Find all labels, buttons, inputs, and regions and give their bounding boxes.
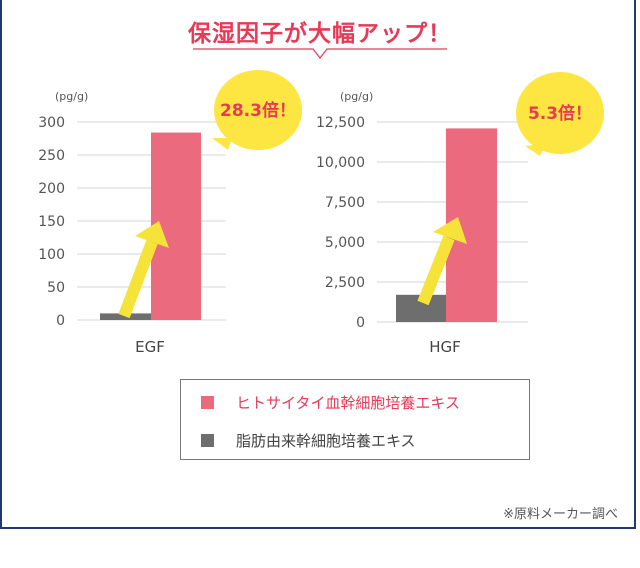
hgf-chart: (pg/g) 0 2,500 5,000 7,500 10,000 12,500 5.3倍… [316,72,604,356]
egf-category-label: EGF [135,338,165,356]
egf-unit-label: (pg/g) [55,90,88,103]
egf-y-tick-label: 200 [38,181,65,197]
egf-y-tick-label: 150 [38,214,65,230]
egf-callout-bubble: 28.3倍！ [212,70,302,150]
hgf-unit-label: (pg/g) [340,90,373,103]
chart-legend: ヒトサイタイ血幹細胞培養エキス 脂肪由来幹細胞培養エキス [180,379,530,460]
hgf-y-tick-label: 0 [356,315,365,331]
title-text: 保湿因子が大幅アップ！ [188,21,452,47]
egf-y-tick-label: 300 [38,115,65,131]
egf-y-tick-label: 0 [56,313,65,329]
legend-label-umbilical: ヒトサイタイ血幹細胞培養エキス [236,393,460,412]
hgf-y-tick-label: 2,500 [325,275,365,291]
egf-chart: (pg/g) 0 50 100 150 200 250 300 28.3倍！ EGF [38,70,302,356]
egf-y-tick-label: 100 [38,247,65,263]
hgf-y-tick-label: 7,500 [325,195,365,211]
egf-callout-text: 28.3倍！ [220,100,296,121]
hgf-y-tick-label: 10,000 [316,155,365,171]
hgf-callout-bubble: 5.3倍！ [516,72,604,156]
legend-item-umbilical: ヒトサイタイ血幹細胞培養エキス [201,392,460,412]
page-title: 保湿因子が大幅アップ！ [0,14,640,48]
hgf-y-tick-label: 12,500 [316,115,365,131]
hgf-y-axis: 0 2,500 5,000 7,500 10,000 12,500 [316,115,365,331]
egf-y-axis: 0 50 100 150 200 250 300 [38,115,65,329]
egf-y-tick-label: 50 [47,280,65,296]
title-underline [193,48,447,59]
legend-swatch-adipose [201,433,214,447]
hgf-arrow [417,217,467,306]
source-note: ※原料メーカー調べ [503,507,618,522]
egf-y-tick-label: 250 [38,148,65,164]
egf-arrow [118,221,169,319]
hgf-y-tick-label: 5,000 [325,235,365,251]
hgf-callout-text: 5.3倍！ [528,103,592,124]
hgf-category-label: HGF [429,338,461,356]
legend-item-adipose: 脂肪由来幹細胞培養エキス [201,430,416,450]
egf-compare-bar [100,313,151,320]
legend-label-adipose: 脂肪由来幹細胞培養エキス [236,431,416,450]
page-frame [0,0,636,529]
legend-swatch-umbilical [201,395,214,409]
